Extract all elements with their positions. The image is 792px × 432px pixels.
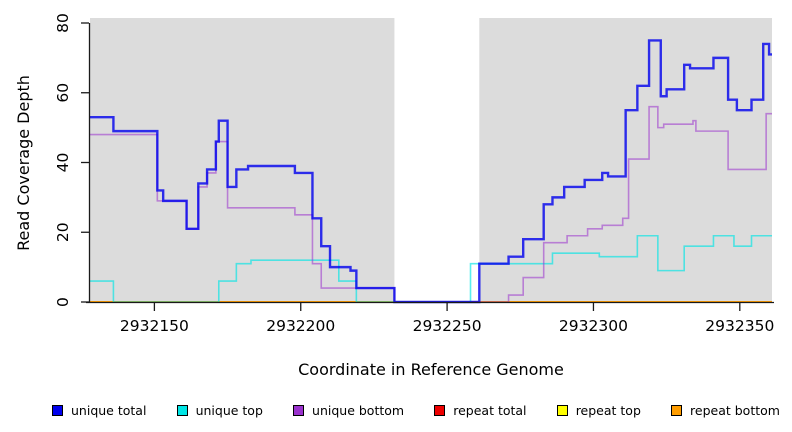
x-tick-label: 2932300 (559, 317, 628, 335)
legend-swatch-unique-top (176, 404, 188, 416)
legend-label: repeat total (453, 402, 527, 418)
legend-item-unique-bottom: unique bottom (293, 403, 404, 418)
legend-label: unique total (71, 402, 147, 418)
legend-label: unique top (195, 402, 263, 418)
legend-item-unique-top: unique top (176, 402, 263, 418)
masked-repeat-region (394, 18, 480, 302)
legend-swatch-repeat-bottom (671, 404, 683, 416)
legend-item-repeat-top: repeat top (556, 402, 641, 418)
legend-label: repeat bottom (690, 402, 780, 418)
y-tick-label: 40 (54, 153, 72, 173)
series-line-unique-bottom (90, 105, 772, 303)
legend-swatch-unique-bottom (293, 404, 305, 416)
axes: 2932150 2932200 2932250 2932300 2932350 0 20 40… (54, 13, 774, 335)
x-tick-label: 2932200 (266, 317, 335, 335)
legend-swatch-repeat-top (556, 404, 568, 416)
legend-label: repeat top (575, 402, 641, 418)
x-tick-label: 2932150 (120, 317, 189, 335)
y-tick-label: 20 (54, 222, 72, 242)
legend-swatch-unique-total (52, 404, 63, 416)
legend-item-repeat-bottom: repeat bottom (671, 403, 780, 418)
legend: unique total unique top unique bottom re… (0, 397, 792, 423)
series-line-unique-top (90, 234, 772, 303)
x-tick-label: 2932250 (413, 317, 482, 335)
y-tick-label: 80 (54, 13, 72, 33)
series-line-unique-total (90, 39, 772, 304)
y-tick-label: 0 (54, 297, 72, 307)
x-tick-label: 2932350 (705, 317, 774, 335)
legend-swatch-repeat-total (434, 404, 446, 416)
legend-item-unique-total: unique total (52, 403, 146, 418)
x-axis-label: Coordinate in Reference Genome (298, 360, 564, 379)
legend-label: unique bottom (312, 402, 405, 418)
y-tick-label: 60 (54, 83, 72, 103)
y-axis-label: Read Coverage Depth (14, 75, 33, 251)
legend-item-repeat-total: repeat total (434, 402, 527, 418)
